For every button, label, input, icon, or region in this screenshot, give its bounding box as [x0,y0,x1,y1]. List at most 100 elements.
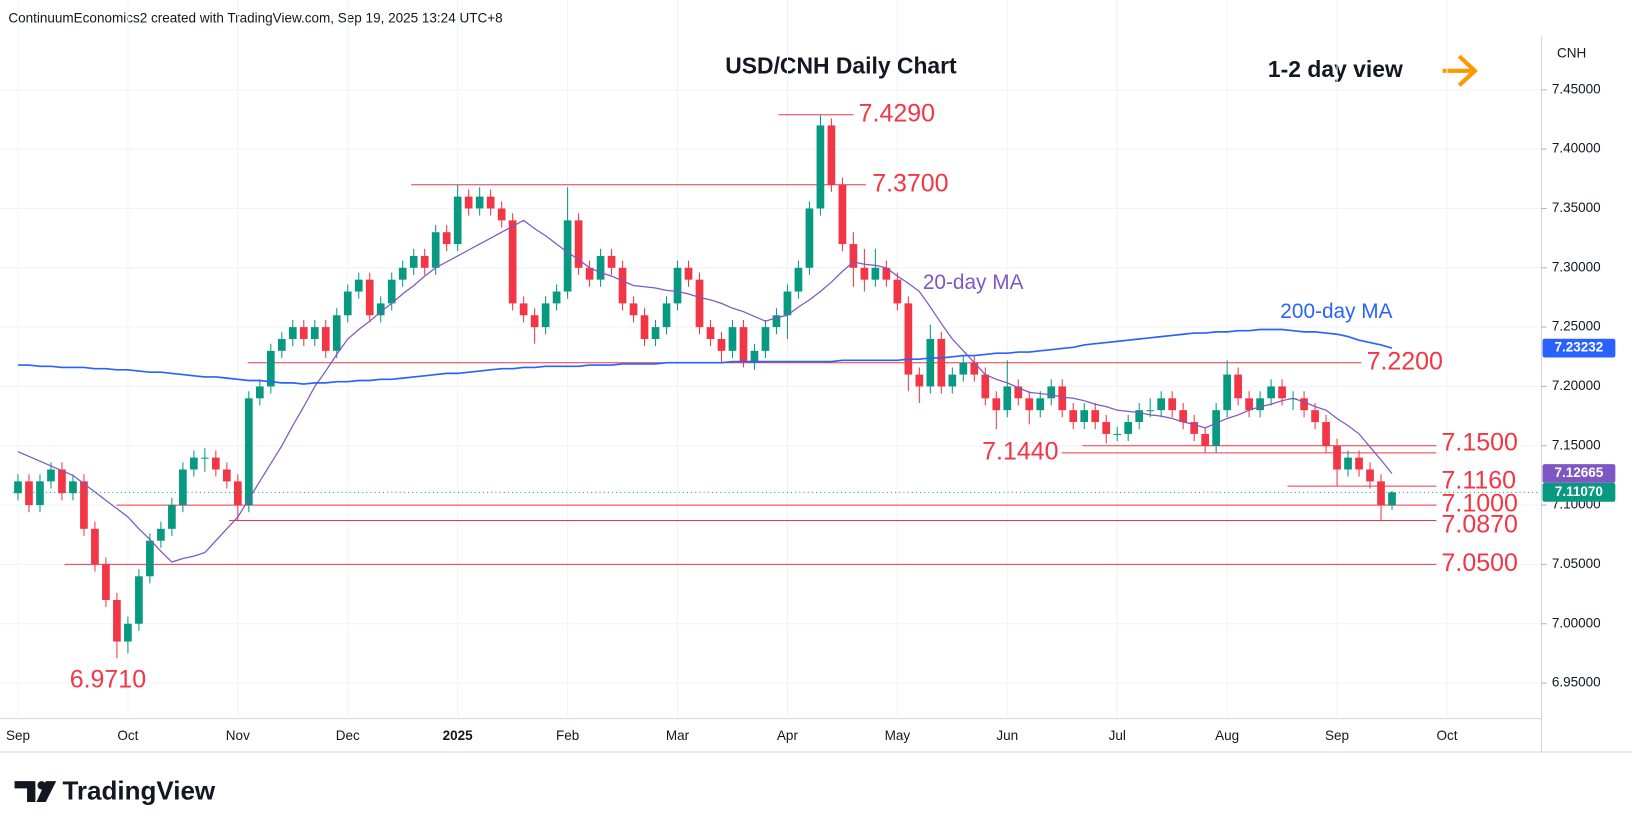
candle-body [464,196,473,209]
ma-last-label: 7.23232 [1554,340,1603,355]
candle-body [1157,398,1166,411]
candle-body [1322,422,1330,446]
candle-body [1168,398,1177,411]
x-tick-label: Jul [1109,728,1126,743]
x-tick-label: Oct [117,728,138,743]
candle-body [651,327,660,339]
x-tick-label: Jun [996,728,1018,743]
candle-body [91,528,99,565]
x-tick-label: Apr [777,728,799,743]
candle-body [376,303,385,316]
y-tick-label: 7.05000 [1552,556,1601,571]
candle-body [102,564,110,600]
view-annotation: 1-2 day view [1268,56,1403,82]
y-tick-label: 7.40000 [1552,141,1601,156]
y-tick-label: 7.15000 [1552,437,1601,452]
candle-body [321,327,330,351]
candle-body [563,220,572,292]
candle-body [420,255,429,268]
level-label: 7.0500 [1442,549,1518,577]
y-tick-label: 7.20000 [1552,378,1601,393]
candle-body [717,338,726,351]
x-tick-label: Mar [666,728,690,743]
brand-name: TradingView [62,775,215,805]
candle-body [838,184,847,245]
candle-body [618,267,627,304]
candle-body [1113,433,1122,435]
candle-body [1223,374,1231,411]
candle-body [1036,398,1045,411]
x-tick-label: Feb [556,728,579,743]
candle-body [893,279,902,304]
candle-body [530,315,539,328]
candle-body [1124,422,1133,434]
level-label: 7.3700 [872,169,948,197]
candle-body [860,267,869,280]
candle-body [695,279,704,328]
level-label: 7.0870 [1442,510,1518,538]
candle-body [453,196,462,245]
candle-body [1355,457,1363,470]
candle-body [1333,445,1341,470]
candle-body [1190,422,1199,434]
candle-body [1212,410,1220,446]
ma-last-box [1542,464,1616,483]
y-tick-label: 7.25000 [1552,319,1601,334]
candle-body [684,267,693,280]
candle-body [959,362,968,375]
candle-body [750,350,759,363]
ma-last-box [1542,338,1616,358]
candle-body [179,469,187,506]
candle-body [1267,386,1275,399]
candle-body [1014,386,1023,399]
level-label: 7.1000 [1442,490,1518,518]
x-tick-label: Aug [1215,728,1239,743]
candle-body [1278,386,1286,399]
candle-body [640,315,649,339]
candle-body [904,303,913,375]
x-tick-label: Oct [1436,728,1457,743]
candle-body [915,374,924,387]
candle-body [607,255,616,268]
candle-body [981,374,990,399]
candle-body [365,279,374,316]
candle-body [486,196,495,209]
candle-body [299,327,308,339]
y-tick-label: 7.30000 [1552,259,1601,274]
y-tick-label: 7.35000 [1552,200,1601,215]
axis-currency: CNH [1557,46,1586,61]
last-price-label: 7.11070 [1555,484,1603,499]
arrow-icon [1442,54,1478,87]
candle-body [1146,410,1155,412]
candle-body [970,362,979,375]
chart-title: USD/CNH Daily Chart [725,53,957,79]
candle-body [354,279,363,292]
candle-body [1135,410,1144,423]
candle-body [442,232,451,245]
candle-body [310,327,319,339]
candle-body [1366,469,1374,482]
y-tick-label: 7.00000 [1552,615,1601,630]
candle-body [343,291,352,316]
candle-body [1344,457,1352,470]
series-label: 200-day MA [1280,300,1392,323]
candle-body [1025,398,1034,411]
candle-body [398,267,407,280]
candle-body [233,481,242,506]
candle-body [728,327,737,351]
candle-body [1047,386,1056,399]
candle-body [69,481,77,494]
candle-body [288,327,297,339]
candle-body [1058,386,1067,411]
candle-body [816,125,825,209]
candle-body [1201,433,1209,446]
level-label: 7.1160 [1442,467,1516,495]
y-tick-label: 7.45000 [1552,81,1601,96]
candle-body [937,338,946,387]
brand-logo [14,781,57,802]
candle-body [805,208,814,268]
candle-body [431,232,440,268]
